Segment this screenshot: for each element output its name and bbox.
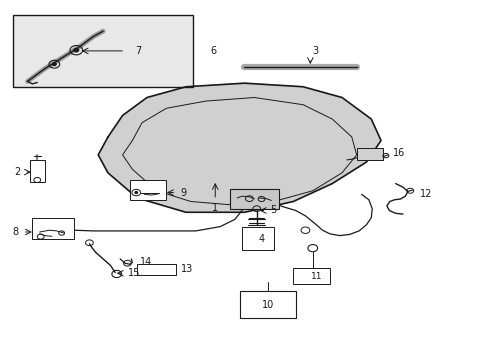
Text: 12: 12 <box>419 189 431 199</box>
Text: 15: 15 <box>127 268 140 278</box>
Text: 11: 11 <box>310 271 322 280</box>
Text: 1: 1 <box>212 203 218 213</box>
Text: 2: 2 <box>14 167 20 177</box>
Text: 16: 16 <box>392 148 405 158</box>
Text: 14: 14 <box>140 257 152 267</box>
Bar <box>137 264 176 275</box>
Bar <box>30 160 44 182</box>
Bar <box>130 180 166 200</box>
Bar <box>356 148 383 160</box>
Text: 9: 9 <box>180 188 186 198</box>
Text: 8: 8 <box>12 227 18 237</box>
Bar <box>13 15 193 87</box>
Text: 7: 7 <box>135 46 141 56</box>
Text: 3: 3 <box>312 46 318 55</box>
Bar <box>239 291 295 318</box>
Text: 10: 10 <box>261 300 273 310</box>
Circle shape <box>135 192 138 194</box>
Text: 4: 4 <box>258 234 264 244</box>
Circle shape <box>52 63 56 66</box>
Bar <box>242 226 273 250</box>
Text: 6: 6 <box>210 46 216 56</box>
Bar <box>32 218 74 239</box>
Bar <box>293 268 329 284</box>
Text: 5: 5 <box>270 206 276 216</box>
Text: 13: 13 <box>181 264 193 274</box>
Polygon shape <box>98 83 380 212</box>
Bar <box>229 189 278 209</box>
Circle shape <box>74 48 79 52</box>
